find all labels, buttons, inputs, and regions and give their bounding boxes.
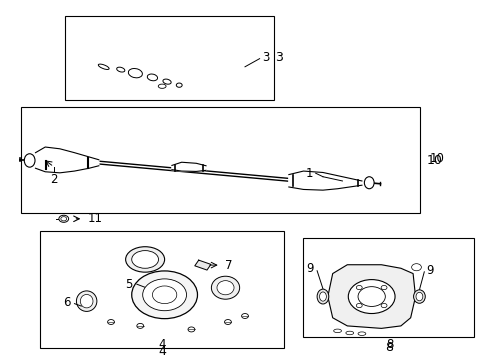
Ellipse shape bbox=[24, 154, 35, 167]
Polygon shape bbox=[289, 171, 362, 190]
Text: 5: 5 bbox=[125, 278, 133, 291]
Ellipse shape bbox=[80, 294, 93, 308]
Circle shape bbox=[348, 280, 395, 314]
Text: 3: 3 bbox=[262, 51, 270, 64]
Text: 9: 9 bbox=[307, 262, 314, 275]
Text: 4: 4 bbox=[158, 338, 166, 351]
Ellipse shape bbox=[414, 290, 425, 303]
Ellipse shape bbox=[59, 215, 69, 222]
Ellipse shape bbox=[365, 177, 374, 189]
Ellipse shape bbox=[211, 276, 240, 299]
Text: 2: 2 bbox=[50, 173, 58, 186]
Text: 6: 6 bbox=[64, 296, 71, 309]
Text: 8: 8 bbox=[387, 338, 394, 351]
Text: 1: 1 bbox=[306, 167, 313, 180]
Ellipse shape bbox=[76, 291, 97, 311]
Bar bbox=[65, 15, 274, 100]
Polygon shape bbox=[35, 147, 99, 173]
Bar bbox=[40, 231, 284, 348]
Ellipse shape bbox=[132, 251, 159, 268]
Ellipse shape bbox=[125, 247, 165, 272]
Ellipse shape bbox=[416, 292, 423, 301]
Text: 11: 11 bbox=[88, 212, 103, 225]
Bar bbox=[21, 107, 420, 213]
Ellipse shape bbox=[319, 292, 326, 301]
Text: 3: 3 bbox=[275, 51, 283, 64]
Text: 8: 8 bbox=[385, 341, 392, 354]
Text: 4: 4 bbox=[158, 345, 166, 358]
Polygon shape bbox=[328, 265, 416, 328]
Text: 10: 10 bbox=[427, 154, 443, 167]
Polygon shape bbox=[172, 162, 206, 171]
Ellipse shape bbox=[143, 279, 187, 311]
Text: 10: 10 bbox=[430, 152, 445, 165]
Bar bbox=[303, 238, 474, 337]
Ellipse shape bbox=[132, 271, 197, 319]
Text: 7: 7 bbox=[224, 259, 232, 272]
Ellipse shape bbox=[217, 281, 234, 295]
Text: 9: 9 bbox=[426, 264, 434, 276]
Polygon shape bbox=[195, 260, 211, 270]
Ellipse shape bbox=[317, 289, 329, 304]
